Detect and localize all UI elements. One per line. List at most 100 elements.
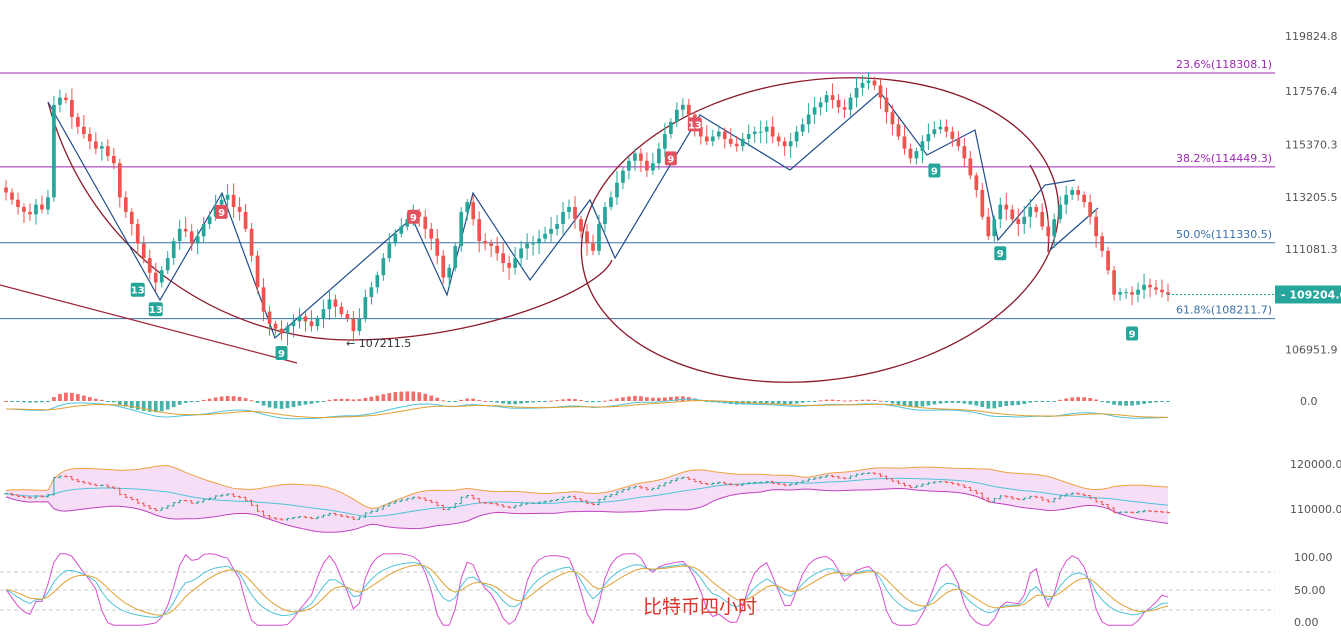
candle-body bbox=[728, 138, 733, 144]
macd-histogram-bar bbox=[776, 401, 781, 404]
candle-body bbox=[1082, 194, 1087, 203]
macd-histogram-bar bbox=[1004, 401, 1009, 406]
macd-histogram-bar bbox=[860, 399, 865, 401]
macd-histogram-bar bbox=[177, 401, 182, 405]
candle-body bbox=[477, 219, 482, 242]
macd-histogram-bar bbox=[1052, 401, 1057, 402]
candle-body bbox=[758, 131, 763, 133]
candle-body bbox=[537, 238, 541, 244]
candle-body bbox=[171, 241, 176, 259]
macd-histogram-bar bbox=[1112, 401, 1116, 405]
candle-body bbox=[579, 219, 583, 232]
candle-body bbox=[363, 297, 368, 319]
price-tick-label: 117576.4 bbox=[1285, 85, 1338, 98]
macd-histogram-bar bbox=[657, 397, 661, 401]
candle-body bbox=[129, 211, 134, 225]
macd-histogram-bar bbox=[429, 395, 434, 401]
candle-body bbox=[339, 306, 344, 315]
candle-body bbox=[315, 318, 320, 327]
macd-histogram-bar bbox=[878, 400, 883, 402]
candle-body bbox=[141, 243, 146, 259]
price-tick-label: 119824.8 bbox=[1285, 30, 1338, 43]
macd-histogram-bar bbox=[950, 401, 955, 403]
candle-body bbox=[764, 126, 769, 132]
macd-histogram-bar bbox=[52, 397, 56, 401]
macd-histogram-bar bbox=[411, 391, 416, 401]
candle-body bbox=[64, 97, 68, 100]
macd-histogram-bar bbox=[369, 396, 374, 401]
macd-histogram-bar bbox=[806, 401, 811, 402]
candle-body bbox=[555, 224, 559, 229]
macd-histogram-bar bbox=[105, 401, 110, 402]
macd-histogram-bar bbox=[64, 392, 68, 401]
kdj-panel: 100.00 50.00 0.00 bbox=[5, 551, 1333, 629]
candle-body bbox=[710, 136, 715, 142]
bollinger-lower bbox=[5, 488, 1169, 533]
candle-body bbox=[52, 104, 56, 198]
macd-tick-label: 0.0 bbox=[1300, 395, 1318, 408]
macd-histogram-bar bbox=[339, 398, 344, 401]
macd-histogram-bar bbox=[680, 396, 685, 401]
candle-body bbox=[1100, 236, 1104, 251]
fib-label: 23.6%(118308.1) bbox=[1176, 58, 1272, 71]
macd-histogram-bar bbox=[980, 401, 985, 408]
descending-trendline bbox=[0, 284, 298, 364]
td-marker: 9 bbox=[994, 246, 1007, 260]
td-marker-box bbox=[407, 209, 420, 224]
candle-body bbox=[147, 258, 152, 273]
macd-histogram-bar bbox=[261, 401, 266, 406]
candle-body bbox=[884, 97, 889, 113]
td-marker: 9 bbox=[275, 345, 288, 360]
grid-layer bbox=[0, 571, 1275, 611]
macd-histogram-bar bbox=[201, 399, 206, 401]
macd-histogram-bar bbox=[1142, 401, 1146, 404]
td-marker-box bbox=[1126, 326, 1139, 341]
candle-body bbox=[986, 216, 991, 237]
macd-histogram-bar bbox=[908, 401, 913, 408]
candle-body bbox=[393, 233, 398, 244]
macd-histogram-bar bbox=[788, 401, 793, 405]
low-price-annotation: ← 107211.5 bbox=[346, 337, 411, 350]
kdj-tick-label: 50.00 bbox=[1294, 584, 1326, 597]
price-axis: 119824.8 117576.4 115370.3 113205.5 111081.3… bbox=[1168, 30, 1341, 356]
macd-histogram-bar bbox=[585, 401, 589, 402]
macd-histogram-bar bbox=[231, 396, 236, 401]
candle-body bbox=[285, 326, 290, 334]
macd-histogram-bar bbox=[597, 401, 601, 402]
candle-body bbox=[405, 219, 410, 227]
candle-body bbox=[1004, 204, 1009, 210]
macd-histogram-bar bbox=[986, 401, 991, 409]
macd-histogram-bar bbox=[1070, 397, 1075, 401]
candle-body bbox=[1112, 270, 1116, 295]
macd-histogram-bar bbox=[22, 401, 26, 403]
macd-histogram-bar bbox=[93, 398, 98, 401]
watermark-text: 比特币四小时 bbox=[643, 596, 757, 618]
td-marker-label: 9 bbox=[931, 167, 938, 178]
candle-body bbox=[591, 243, 595, 251]
macd-histogram-bar bbox=[758, 401, 763, 404]
macd-histogram-bar bbox=[111, 401, 116, 403]
macd-histogram-bar bbox=[830, 399, 835, 401]
kdj-d-line bbox=[5, 564, 1169, 616]
candle-body bbox=[387, 243, 392, 259]
kdj-tick-label: 100.00 bbox=[1294, 551, 1333, 564]
candle-body bbox=[195, 236, 200, 244]
macd-histogram-bar bbox=[609, 399, 613, 401]
macd-histogram-bar bbox=[279, 401, 284, 409]
macd-histogram-bar bbox=[141, 401, 146, 411]
macd-histogram-bar bbox=[387, 392, 392, 401]
candle-body bbox=[303, 316, 308, 322]
current-price-tag bbox=[1275, 285, 1341, 304]
macd-dea-line bbox=[5, 400, 1169, 419]
macd-histogram-bar bbox=[513, 401, 517, 405]
candle-body bbox=[1028, 207, 1033, 217]
macd-histogram-bar bbox=[663, 397, 667, 401]
macd-histogram-bar bbox=[1040, 401, 1045, 402]
macd-histogram-bar bbox=[1154, 401, 1158, 403]
macd-histogram-bar bbox=[770, 401, 775, 404]
candle-body bbox=[519, 248, 523, 259]
candle-body bbox=[249, 228, 254, 256]
macd-histogram-bar bbox=[123, 401, 128, 407]
bollinger-band-fill bbox=[6, 465, 1168, 533]
macd-histogram-bar bbox=[435, 397, 440, 401]
